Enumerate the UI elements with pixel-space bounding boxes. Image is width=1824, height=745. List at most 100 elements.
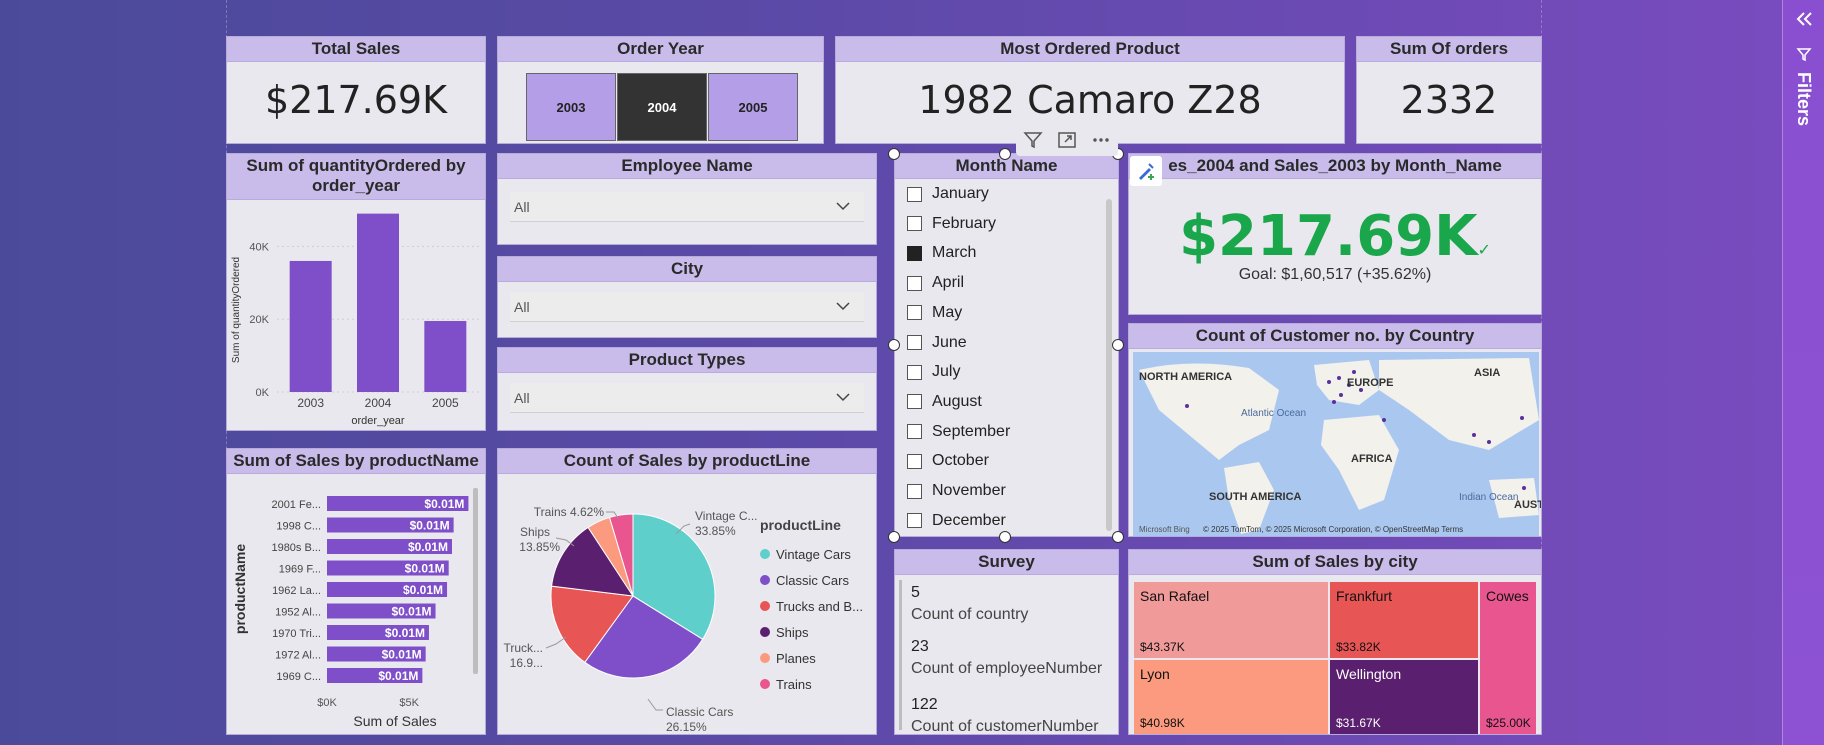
legend-item[interactable]: Ships [760, 619, 863, 645]
survey-card[interactable]: Survey 5 Count of country 23 Count of em… [894, 549, 1119, 735]
month-checkbox[interactable] [907, 394, 922, 410]
bar[interactable] [327, 582, 448, 597]
pie-slice[interactable] [550, 585, 634, 664]
sum-orders-card[interactable]: Sum Of orders 2332 [1356, 36, 1542, 144]
year-button-2004[interactable]: 2004 [617, 73, 707, 141]
treemap-cell-cowes[interactable]: Cowes $25.00K [1480, 582, 1536, 734]
bar[interactable] [357, 213, 399, 392]
qty-by-year-chart[interactable]: Sum of quantityOrdered by order_year 0K 2… [226, 153, 486, 431]
scrollbar[interactable] [473, 488, 478, 674]
month-slicer[interactable]: Month Name January February March April May J… [894, 153, 1119, 537]
bar[interactable] [327, 496, 469, 511]
focus-mode-icon[interactable] [1057, 130, 1077, 150]
y-tick-label: 1970 Tri... [272, 628, 321, 640]
treemap-cell-san-rafael[interactable]: San Rafael $43.37K [1134, 582, 1328, 658]
map-label-south-america: SOUTH AMERICA [1209, 491, 1302, 503]
month-option[interactable]: February [907, 210, 996, 238]
pie-slice[interactable] [632, 513, 716, 640]
legend-item[interactable]: Trucks and B... [760, 593, 863, 619]
resize-handle[interactable] [888, 148, 900, 160]
sales-by-product-chart[interactable]: Sum of Sales by productName $0.01M 2001 F… [226, 448, 486, 735]
y-tick-label: 2001 Fe... [271, 499, 321, 511]
resize-handle[interactable] [888, 339, 900, 351]
month-option[interactable]: November [907, 477, 1006, 505]
month-option[interactable]: April [907, 269, 964, 297]
month-option[interactable]: August [907, 388, 982, 416]
bar[interactable] [327, 539, 452, 554]
treemap-cell-frankfurt[interactable]: Frankfurt $33.82K [1330, 582, 1478, 658]
filters-pane[interactable]: Filters [1782, 0, 1824, 745]
treemap-cell-lyon[interactable]: Lyon $40.98K [1134, 660, 1328, 734]
month-checkbox[interactable] [907, 335, 922, 350]
resize-handle[interactable] [1112, 339, 1124, 351]
month-option[interactable]: December [907, 507, 1006, 535]
month-option[interactable]: September [907, 418, 1010, 446]
resize-handle[interactable] [1112, 531, 1124, 543]
bar[interactable] [327, 603, 436, 619]
format-painter-icon[interactable] [1130, 156, 1162, 186]
sales-by-line-chart[interactable]: Count of Sales by productLine Vintage C.… [497, 448, 877, 735]
bar[interactable] [327, 625, 429, 640]
month-option[interactable]: January [907, 180, 989, 208]
product-types-slicer[interactable]: Product Types All [497, 347, 877, 431]
world-map[interactable]: NORTH AMERICA EUROPE ASIA Atlantic Ocean… [1129, 350, 1542, 537]
city-slicer[interactable]: City All [497, 256, 877, 338]
year-button-2003[interactable]: 2003 [526, 73, 616, 141]
legend-label: Vintage Cars [776, 546, 851, 562]
month-option[interactable]: June [907, 329, 967, 357]
treemap-city-value: $43.37K [1140, 640, 1185, 654]
month-checkbox[interactable] [907, 186, 922, 202]
sales-kpi-card[interactable]: es_2004 and Sales_2003 by Month_Name $21… [1128, 153, 1542, 315]
pie-slice[interactable] [584, 595, 704, 679]
month-checkbox[interactable] [907, 424, 922, 440]
month-scrollbar[interactable] [1106, 199, 1112, 531]
month-option[interactable]: October [907, 447, 989, 475]
city-treemap[interactable]: Sum of Sales by city San Rafael $43.37K F… [1128, 549, 1542, 735]
month-option[interactable]: May [907, 299, 962, 327]
legend-item[interactable]: Trains [760, 671, 863, 697]
pie-slice[interactable] [608, 513, 634, 597]
month-checkbox[interactable] [907, 364, 922, 380]
employee-slicer[interactable]: Employee Name All [497, 153, 877, 245]
month-checkbox[interactable] [907, 216, 922, 232]
resize-handle[interactable] [888, 531, 900, 543]
total-sales-card[interactable]: Total Sales $217.69K [226, 36, 486, 144]
map-attribution[interactable]: © 2025 TomTom, © 2025 Microsoft Corporat… [1203, 525, 1463, 534]
month-checkbox[interactable] [907, 483, 922, 499]
order-year-slicer[interactable]: Order Year 2003 2004 2005 [497, 36, 824, 144]
month-checkbox[interactable] [907, 513, 922, 529]
bar[interactable] [424, 321, 467, 392]
month-option[interactable]: July [907, 358, 960, 386]
most-ordered-title: Most Ordered Product [836, 37, 1344, 62]
bar[interactable] [327, 646, 426, 662]
month-option[interactable]: March [907, 239, 976, 267]
month-checkbox[interactable] [907, 275, 922, 291]
bar[interactable] [327, 668, 423, 683]
leader-line [606, 511, 619, 519]
employee-dropdown[interactable]: All [510, 192, 864, 222]
city-dropdown[interactable]: All [510, 292, 864, 322]
data-label: $0.01M [403, 583, 443, 597]
treemap-cell-wellington[interactable]: Wellington $31.67K [1330, 660, 1478, 734]
resize-handle[interactable] [999, 148, 1011, 160]
month-checkbox[interactable] [907, 453, 922, 469]
bar[interactable] [327, 517, 454, 533]
month-checkbox[interactable] [907, 245, 922, 261]
legend-item[interactable]: Vintage Cars [760, 541, 863, 567]
product-types-dropdown[interactable]: All [510, 383, 864, 413]
country-map[interactable]: Count of Customer no. by Country NORTH A… [1128, 323, 1542, 537]
collapse-chevrons-icon[interactable] [1794, 10, 1814, 28]
y-tick-label: 1969 C... [276, 671, 321, 683]
more-options-icon[interactable] [1091, 130, 1111, 150]
month-label: June [932, 333, 967, 351]
leader-line [647, 698, 663, 711]
legend-item[interactable]: Planes [760, 645, 863, 671]
bar[interactable] [327, 560, 449, 576]
month-checkbox[interactable] [907, 305, 922, 321]
bar[interactable] [289, 260, 332, 392]
legend-item[interactable]: Classic Cars [760, 567, 863, 593]
year-button-2005[interactable]: 2005 [708, 73, 798, 141]
filters-label[interactable]: Filters [1794, 72, 1814, 127]
filter-icon[interactable] [1023, 130, 1043, 150]
resize-handle[interactable] [999, 531, 1011, 543]
